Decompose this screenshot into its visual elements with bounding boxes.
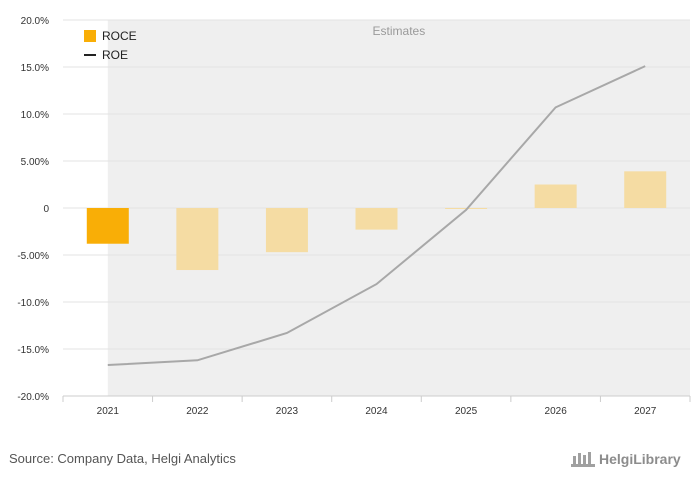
x-tick-label: 2026 [545, 406, 568, 417]
legend-roce-swatch [84, 30, 96, 42]
x-tick-label: 2021 [97, 406, 120, 417]
x-tick-label: 2025 [455, 406, 478, 417]
x-axis: 2021 2022 2023 2024 2025 2026 2027 [62, 395, 691, 417]
chart-plot: 20.0% 15.0% 10.0% 5.00% 0 -5.00% -10.0% -15.0% -… [17, 16, 691, 417]
y-tick-label: -10.0% [17, 298, 49, 309]
library-building-icon [571, 452, 595, 467]
roce-bar [534, 184, 577, 208]
roce-bar [86, 208, 129, 244]
x-tick-label: 2023 [276, 406, 299, 417]
y-tick-label: -20.0% [17, 392, 49, 403]
y-axis: 20.0% 15.0% 10.0% 5.00% 0 -5.00% -10.0% -15.0% -… [17, 16, 49, 403]
roe-line-layer [107, 65, 646, 366]
x-tick-label: 2022 [186, 406, 209, 417]
y-tick-label: -5.00% [17, 251, 49, 262]
legend-roce-label: ROCE [102, 29, 137, 43]
roce-bar [176, 208, 219, 271]
y-tick-label: 10.0% [21, 110, 49, 121]
roce-bar [265, 208, 308, 253]
x-tick-label: 2024 [365, 406, 388, 417]
y-tick-label: 20.0% [21, 16, 49, 27]
legend: ROCE ROE [84, 29, 137, 62]
roce-bar [624, 171, 667, 208]
source-note: Source: Company Data, Helgi Analytics [9, 451, 236, 466]
logo-text: HelgiLibrary [599, 451, 681, 467]
y-tick-label: 0 [43, 204, 49, 215]
estimates-label: Estimates [373, 24, 426, 38]
roce-bar [355, 208, 398, 230]
y-tick-label: 15.0% [21, 63, 49, 74]
legend-roe-label: ROE [102, 48, 128, 62]
y-tick-label: 5.00% [21, 157, 49, 168]
y-tick-label: -15.0% [17, 345, 49, 356]
roe-line [107, 65, 646, 366]
x-tick-label: 2027 [634, 406, 657, 417]
helgi-library-logo: HelgiLibrary [570, 450, 681, 468]
